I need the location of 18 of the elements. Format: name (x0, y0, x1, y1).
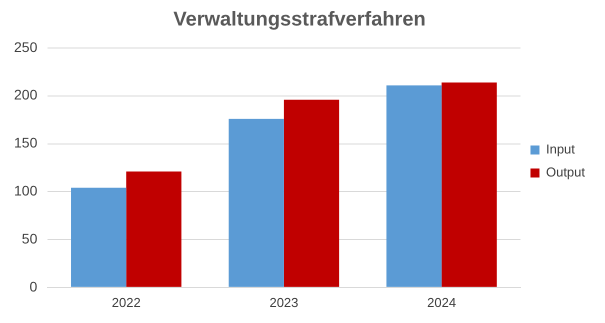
x-tick-label: 2024 (427, 294, 456, 310)
chart-title: Verwaltungsstrafverfahren (173, 8, 426, 31)
legend-label: Input (546, 142, 576, 157)
y-tick-label: 250 (14, 38, 38, 55)
bar (126, 172, 182, 287)
y-tick-label: 100 (14, 182, 38, 198)
bar (442, 82, 497, 287)
y-tick-label: 200 (14, 86, 38, 103)
y-tick-label: 50 (22, 230, 38, 246)
x-tick-label: 2023 (269, 294, 298, 310)
legend-label: Output (546, 164, 586, 180)
bar (284, 100, 340, 287)
bar (71, 188, 126, 287)
bar (386, 85, 442, 287)
y-tick-label: 150 (14, 134, 38, 151)
y-tick-label: 0 (30, 278, 38, 294)
bar (228, 118, 284, 287)
x-tick-label: 2022 (112, 294, 141, 310)
